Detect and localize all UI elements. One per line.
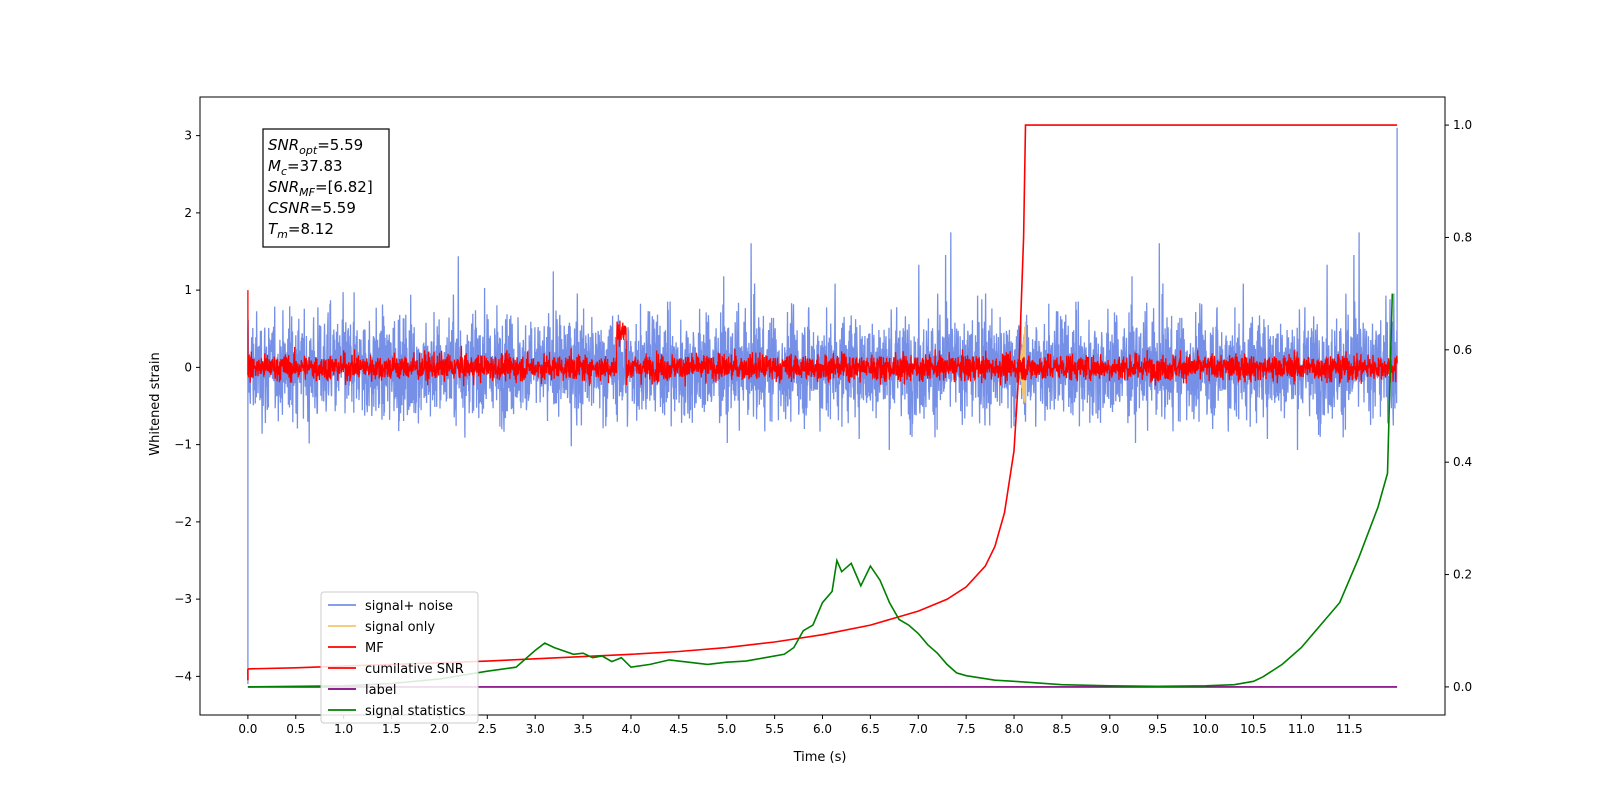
x-tick-label: 1.5: [382, 722, 401, 736]
x-tick-label: 0.5: [286, 722, 305, 736]
annotation-line: Tm=8.12: [268, 220, 334, 241]
x-tick-label: 5.5: [765, 722, 784, 736]
y-tick-label: −3: [174, 592, 192, 606]
axes: 0.0 0.5 1.0 1.5 2.0 2.5 3.0 3.5 4.0 4.5 5.0 5.5 6.0 6…: [174, 96, 1472, 736]
y2-tick-label: 0.4: [1453, 455, 1472, 469]
x-tick-label: 4.0: [621, 722, 640, 736]
stats-annotation-box: SNRopt=5.59Mc=37.83SNRMF=[6.82]CSNR=5.59…: [262, 128, 390, 248]
y-tick-label: 2: [184, 206, 192, 220]
y-tick-label: 3: [184, 129, 192, 143]
x-tick-label: 2.5: [478, 722, 497, 736]
x-tick-label: 6.0: [813, 722, 832, 736]
y-tick-label: 1: [184, 283, 192, 297]
x-axis-label: Time (s): [793, 750, 847, 765]
x-tick-label: 11.5: [1336, 722, 1363, 736]
legend-label: signal statistics: [365, 704, 466, 719]
legend-label: label: [365, 683, 396, 698]
x-tick-label: 6.5: [861, 722, 880, 736]
legend-label: cumilative SNR: [365, 662, 464, 677]
legend: signal+ noise signal only MF cumilative SNR…: [320, 591, 479, 724]
annotation-line: Mc=37.83: [268, 157, 343, 178]
x-tick-label: 4.5: [669, 722, 688, 736]
x-tick-label: 8.0: [1004, 722, 1023, 736]
y-tick-label: −1: [174, 438, 192, 452]
x-tick-label: 9.0: [1100, 722, 1119, 736]
x-tick-label: 5.0: [717, 722, 736, 736]
legend-frame: [320, 591, 479, 724]
x-tick-label: 3.0: [526, 722, 545, 736]
series-mf: [247, 290, 1398, 387]
x-tick-label: 7.5: [957, 722, 976, 736]
series-signal-noise: [247, 127, 1398, 685]
x-tick-label: 8.5: [1052, 722, 1071, 736]
x-tick-label: 11.0: [1288, 722, 1315, 736]
x-tick-label: 9.5: [1148, 722, 1167, 736]
y2-tick-label: 0.8: [1453, 230, 1472, 244]
series-signal-statistics: [247, 293, 1394, 688]
y2-tick-label: 1.0: [1453, 118, 1472, 132]
y-axis-label: Whitened strain: [148, 352, 163, 455]
y-tick-label: −4: [174, 669, 192, 683]
annotation-line: SNRMF=[6.82]: [268, 178, 373, 199]
legend-label: signal only: [365, 620, 435, 635]
y-tick-label: 0: [184, 360, 192, 374]
legend-label: signal+ noise: [365, 599, 453, 614]
annotation-line: CSNR=5.59: [268, 199, 356, 217]
x-tick-label: 2.0: [430, 722, 449, 736]
annotation-frame: [262, 128, 390, 248]
y2-tick-label: 0.0: [1453, 680, 1472, 694]
legend-label: MF: [365, 641, 384, 656]
x-tick-label: 1.0: [334, 722, 353, 736]
y-tick-label: −2: [174, 515, 192, 529]
x-tick-label: 10.0: [1192, 722, 1219, 736]
y2-tick-label: 0.6: [1453, 343, 1472, 357]
x-tick-label: 10.5: [1240, 722, 1267, 736]
x-tick-label: 0.0: [238, 722, 257, 736]
annotation-line: SNRopt=5.59: [268, 136, 363, 157]
y2-tick-label: 0.2: [1453, 568, 1472, 582]
x-tick-label: 7.0: [909, 722, 928, 736]
x-tick-label: 3.5: [574, 722, 593, 736]
